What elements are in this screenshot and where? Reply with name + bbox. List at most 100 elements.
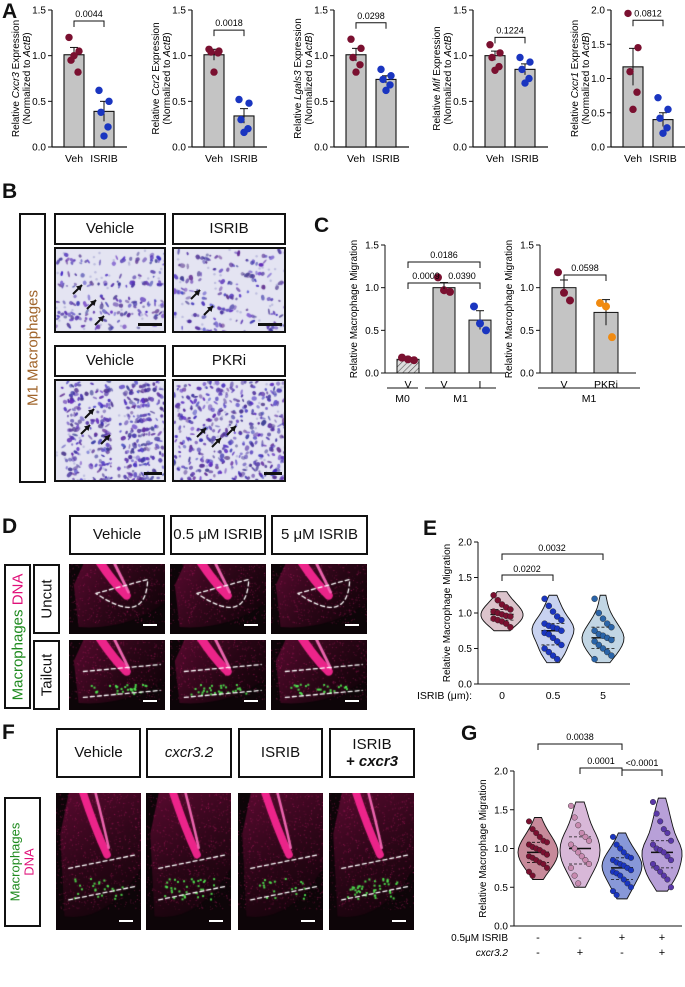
data-point bbox=[554, 655, 561, 663]
data-point bbox=[386, 81, 394, 89]
p-value: 0.0038 bbox=[566, 732, 594, 742]
row2-value: + bbox=[577, 947, 583, 959]
data-point bbox=[558, 616, 565, 624]
y-axis-label: Relative Macrophage Migration bbox=[504, 240, 515, 378]
y-axis-label: Relative Lgals3 Expression bbox=[293, 18, 304, 139]
a-chart-Ccr2: 0.0 0.5 1.0 1.5 Relative Ccr2 Expression(Nor… bbox=[151, 6, 267, 165]
y-tick-label: 1.0 bbox=[591, 74, 605, 85]
data-point bbox=[529, 826, 536, 833]
data-point bbox=[654, 93, 662, 102]
data-point bbox=[568, 841, 575, 848]
y-axis-label: Relative Cxcr3 Expression bbox=[11, 20, 22, 137]
data-point bbox=[634, 43, 642, 52]
d-row-tailcut: Tailcut bbox=[33, 640, 60, 710]
data-point bbox=[586, 837, 593, 844]
d-header-5um: 5 μM ISRIB bbox=[271, 515, 368, 555]
p-value: 0.0009 bbox=[412, 271, 440, 281]
data-point bbox=[410, 356, 418, 365]
y-tick-label: 1.0 bbox=[314, 51, 328, 62]
d-header-vehicle: Vehicle bbox=[69, 515, 165, 555]
p-value: 0.0298 bbox=[357, 11, 385, 21]
scale-bar bbox=[209, 920, 223, 922]
y-tick-label: 1.0 bbox=[365, 283, 379, 294]
data-point bbox=[446, 287, 454, 296]
panel-label-c: C bbox=[314, 214, 330, 237]
arrow-head bbox=[215, 438, 221, 444]
d-image-uncut-0 bbox=[69, 564, 165, 634]
y-tick-label: 2.0 bbox=[591, 6, 605, 17]
data-point bbox=[617, 872, 624, 879]
data-point bbox=[558, 627, 565, 634]
data-point bbox=[664, 876, 671, 883]
significance-bracket bbox=[579, 767, 623, 774]
data-point bbox=[549, 608, 557, 615]
data-point bbox=[624, 880, 631, 887]
data-point bbox=[105, 97, 113, 106]
b-arrows bbox=[72, 284, 237, 448]
data-point bbox=[387, 72, 395, 80]
x-tick-label: V bbox=[440, 379, 447, 391]
a-chart-Cxcr3: 0.0 0.5 1.0 1.5 Relative Cxcr3 Expression(No… bbox=[11, 6, 127, 165]
data-point bbox=[568, 864, 575, 871]
y-axis-label: Relative Mif Expression bbox=[432, 26, 443, 131]
b-header-pkri: PKRi bbox=[172, 345, 286, 377]
d-header-05um: 0.5 μM ISRIB bbox=[170, 515, 266, 555]
data-point bbox=[214, 49, 222, 57]
panel-b-side-label: M1 Macrophages bbox=[19, 213, 46, 483]
data-point bbox=[434, 273, 442, 282]
y-tick-label: 1.5 bbox=[314, 6, 328, 17]
data-point bbox=[595, 609, 602, 617]
data-point bbox=[599, 645, 607, 652]
p-value: 0.0812 bbox=[634, 8, 662, 18]
p-value: 0.0001 bbox=[587, 756, 615, 766]
row2-value: - bbox=[620, 947, 624, 959]
scale-bar bbox=[144, 472, 162, 475]
y-axis-label: Relative Cxcr1 Expression bbox=[570, 20, 581, 137]
data-point bbox=[357, 44, 365, 53]
y-tick-label: 0.0 bbox=[172, 143, 186, 154]
p-value: 0.0202 bbox=[513, 564, 541, 574]
data-point bbox=[491, 66, 499, 74]
scale-bar bbox=[143, 624, 157, 626]
y-axis-label-2: (Normalized to ActB) bbox=[22, 32, 33, 124]
b-header-vehicle-2: Vehicle bbox=[54, 345, 166, 377]
data-point bbox=[613, 892, 620, 899]
p-value: 0.0598 bbox=[571, 263, 599, 273]
data-point bbox=[599, 615, 607, 622]
row2-value: + bbox=[659, 947, 665, 959]
x-tick-label: Veh bbox=[624, 153, 642, 165]
data-point bbox=[379, 75, 387, 84]
b-micrograph-vehicle-2 bbox=[54, 379, 166, 482]
data-point bbox=[660, 826, 667, 833]
data-point bbox=[608, 652, 615, 659]
row1-value: + bbox=[619, 932, 625, 944]
y-tick-label: 1.5 bbox=[32, 6, 46, 17]
data-point bbox=[521, 79, 529, 87]
a-chart-Mif: 0.0 0.5 1.0 1.5 Relative Mif Expression(Norm… bbox=[432, 6, 548, 165]
data-point bbox=[657, 818, 664, 825]
data-point bbox=[626, 67, 634, 76]
y-tick-label: 1.0 bbox=[458, 609, 472, 620]
data-point bbox=[575, 880, 582, 887]
panel-label-f: F bbox=[2, 721, 15, 744]
panel-label-g: G bbox=[461, 722, 478, 745]
data-point bbox=[582, 857, 589, 864]
data-point bbox=[95, 86, 103, 95]
data-point bbox=[470, 302, 478, 311]
a-chart-Cxcr1: 0.0 0.5 1.0 1.5 2.0 Relative Cxcr1 Expression… bbox=[570, 6, 685, 165]
data-point bbox=[578, 853, 585, 860]
scale-bar bbox=[258, 323, 282, 326]
data-point bbox=[545, 631, 552, 638]
significance-bracket bbox=[563, 274, 607, 281]
x-tick-label: V bbox=[560, 379, 567, 391]
significance-bracket bbox=[632, 19, 664, 27]
x-tick-label: I bbox=[479, 379, 482, 391]
p-value: 0.0032 bbox=[538, 543, 566, 553]
y-tick-label: 2.0 bbox=[458, 538, 472, 549]
y-axis-label-2: (Normalized to ActB) bbox=[443, 32, 454, 124]
data-point bbox=[664, 853, 671, 860]
data-point bbox=[404, 355, 412, 364]
x-tick-label: Veh bbox=[65, 153, 83, 165]
y-tick-label: 0.5 bbox=[172, 97, 186, 108]
